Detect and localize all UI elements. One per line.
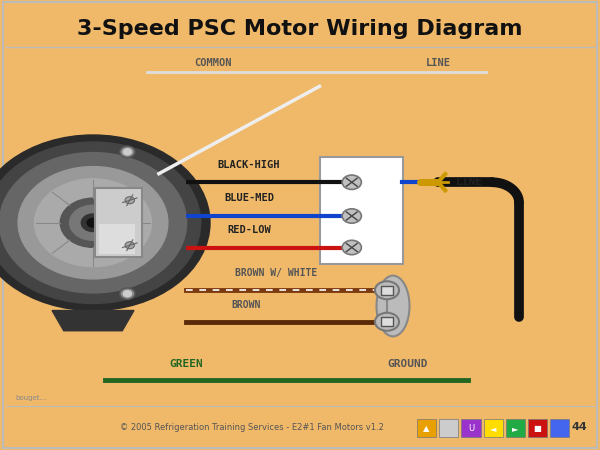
Text: U: U bbox=[468, 424, 474, 433]
Circle shape bbox=[125, 197, 134, 204]
Polygon shape bbox=[52, 310, 134, 331]
FancyBboxPatch shape bbox=[550, 419, 569, 437]
Text: LINE: LINE bbox=[425, 58, 451, 68]
Circle shape bbox=[120, 146, 135, 158]
FancyBboxPatch shape bbox=[95, 188, 142, 257]
Circle shape bbox=[375, 281, 399, 299]
Ellipse shape bbox=[377, 275, 409, 337]
Circle shape bbox=[125, 242, 134, 249]
FancyBboxPatch shape bbox=[484, 419, 503, 437]
Text: LINE: LINE bbox=[456, 177, 483, 187]
Circle shape bbox=[0, 135, 210, 310]
Text: BLUE-MED: BLUE-MED bbox=[224, 194, 274, 203]
FancyBboxPatch shape bbox=[461, 419, 481, 437]
Circle shape bbox=[0, 153, 187, 293]
Text: ◄: ◄ bbox=[490, 424, 496, 433]
Text: COMMON: COMMON bbox=[194, 58, 232, 68]
FancyBboxPatch shape bbox=[320, 157, 403, 264]
Text: ►: ► bbox=[512, 424, 518, 433]
Circle shape bbox=[120, 288, 135, 299]
FancyBboxPatch shape bbox=[439, 419, 458, 437]
Circle shape bbox=[0, 142, 200, 303]
Text: GREEN: GREEN bbox=[169, 359, 203, 369]
Text: ▲: ▲ bbox=[424, 424, 430, 433]
FancyBboxPatch shape bbox=[381, 317, 393, 326]
FancyBboxPatch shape bbox=[506, 419, 525, 437]
Circle shape bbox=[124, 149, 131, 155]
Text: BROWN: BROWN bbox=[232, 300, 260, 310]
Text: ■: ■ bbox=[533, 424, 542, 433]
Text: © 2005 Refrigeration Training Services - E2#1 Fan Motors v1.2: © 2005 Refrigeration Training Services -… bbox=[120, 423, 384, 432]
Text: 3-Speed PSC Motor Wiring Diagram: 3-Speed PSC Motor Wiring Diagram bbox=[77, 19, 523, 39]
Text: bouget...: bouget... bbox=[15, 395, 46, 401]
FancyBboxPatch shape bbox=[528, 419, 547, 437]
Circle shape bbox=[18, 166, 168, 279]
Circle shape bbox=[342, 240, 361, 255]
Circle shape bbox=[70, 205, 116, 240]
Circle shape bbox=[82, 214, 105, 231]
Text: GROUND: GROUND bbox=[388, 359, 428, 369]
FancyBboxPatch shape bbox=[381, 286, 393, 295]
Circle shape bbox=[342, 209, 361, 223]
Text: BROWN W/ WHITE: BROWN W/ WHITE bbox=[235, 268, 317, 278]
FancyBboxPatch shape bbox=[417, 419, 436, 437]
Circle shape bbox=[60, 198, 126, 248]
FancyBboxPatch shape bbox=[99, 224, 135, 254]
Text: RED-LOW: RED-LOW bbox=[227, 225, 271, 235]
Circle shape bbox=[375, 313, 399, 331]
Circle shape bbox=[124, 291, 131, 297]
Text: 44: 44 bbox=[571, 423, 587, 432]
Circle shape bbox=[342, 175, 361, 189]
Circle shape bbox=[35, 179, 151, 266]
Text: BLACK-HIGH: BLACK-HIGH bbox=[218, 160, 280, 170]
Circle shape bbox=[87, 218, 99, 227]
